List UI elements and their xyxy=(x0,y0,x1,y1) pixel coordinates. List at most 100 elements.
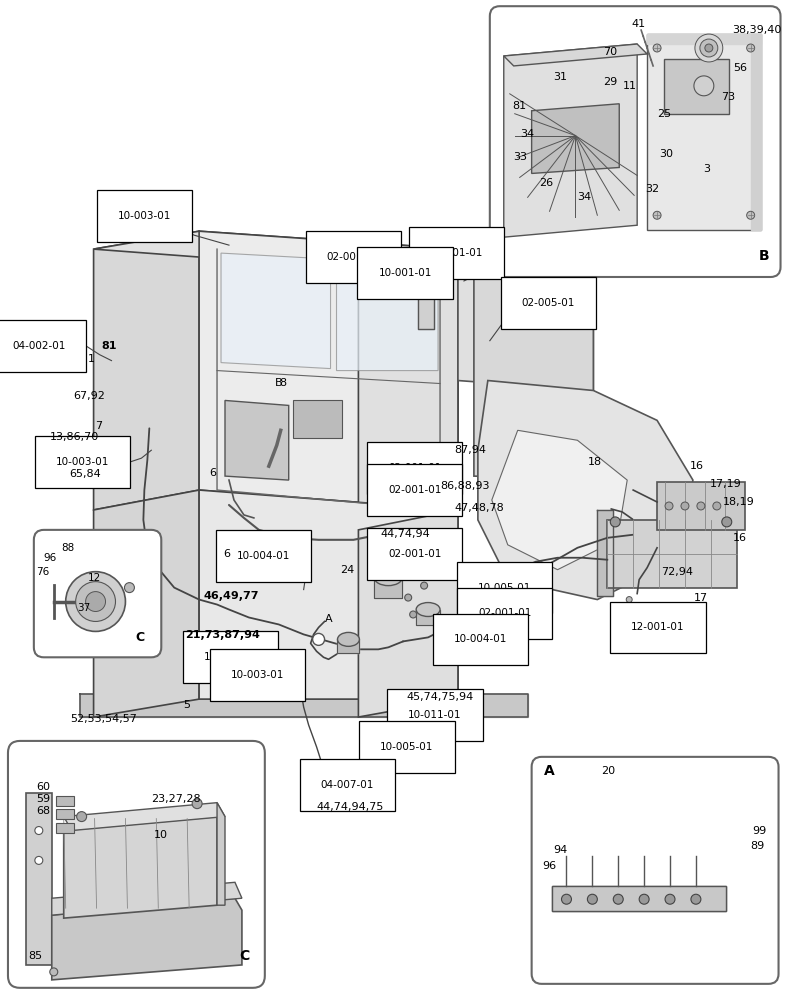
Text: 52,53,54,57: 52,53,54,57 xyxy=(70,714,136,724)
Circle shape xyxy=(639,894,649,904)
Circle shape xyxy=(626,597,632,603)
Text: 56: 56 xyxy=(733,63,747,73)
Text: 29: 29 xyxy=(604,77,618,87)
FancyBboxPatch shape xyxy=(55,796,74,806)
Circle shape xyxy=(681,502,689,510)
Text: 10-005-01: 10-005-01 xyxy=(380,742,434,752)
Circle shape xyxy=(405,594,412,601)
Circle shape xyxy=(722,517,732,527)
Circle shape xyxy=(653,44,661,52)
Text: 65,84: 65,84 xyxy=(70,469,101,479)
Polygon shape xyxy=(199,490,458,699)
Text: 24: 24 xyxy=(341,565,355,575)
Text: 30: 30 xyxy=(659,149,673,159)
Circle shape xyxy=(653,211,661,219)
Polygon shape xyxy=(531,104,619,173)
Circle shape xyxy=(86,592,105,612)
Text: B: B xyxy=(759,249,769,263)
FancyBboxPatch shape xyxy=(55,809,74,819)
Circle shape xyxy=(700,39,718,57)
Text: 10-004-01: 10-004-01 xyxy=(237,551,291,561)
Text: 17,19: 17,19 xyxy=(710,479,741,489)
Ellipse shape xyxy=(337,632,360,646)
Text: 96: 96 xyxy=(44,553,57,563)
Polygon shape xyxy=(93,490,199,717)
Text: 6: 6 xyxy=(209,468,216,478)
Text: 59: 59 xyxy=(36,794,50,804)
Polygon shape xyxy=(647,34,760,44)
Polygon shape xyxy=(504,44,647,66)
Text: 12-001-01: 12-001-01 xyxy=(631,622,685,632)
Text: 67,92: 67,92 xyxy=(74,391,105,401)
Text: 99: 99 xyxy=(752,826,767,836)
Circle shape xyxy=(192,799,202,809)
Text: 33: 33 xyxy=(512,152,527,162)
Polygon shape xyxy=(751,34,760,230)
Text: 26: 26 xyxy=(539,178,554,188)
Text: 13,86,70: 13,86,70 xyxy=(50,432,99,442)
Circle shape xyxy=(35,856,43,864)
Circle shape xyxy=(613,894,623,904)
Text: 10-003-01: 10-003-01 xyxy=(204,652,257,662)
Polygon shape xyxy=(359,510,458,717)
Text: 16: 16 xyxy=(733,533,747,543)
FancyBboxPatch shape xyxy=(489,6,781,277)
Text: 47,48,78: 47,48,78 xyxy=(454,503,504,513)
Text: 68: 68 xyxy=(36,806,50,816)
Circle shape xyxy=(747,44,755,52)
Text: 94: 94 xyxy=(554,845,568,855)
Text: 41: 41 xyxy=(631,19,645,29)
Text: 02-005-01: 02-005-01 xyxy=(522,298,575,308)
Text: 81: 81 xyxy=(512,101,527,111)
FancyBboxPatch shape xyxy=(531,757,779,984)
Text: 3: 3 xyxy=(703,164,710,174)
Polygon shape xyxy=(217,803,225,905)
Text: 85: 85 xyxy=(28,951,42,961)
Text: 70: 70 xyxy=(604,47,618,57)
Text: B: B xyxy=(275,378,283,388)
Polygon shape xyxy=(337,639,360,653)
Text: 16: 16 xyxy=(690,461,704,471)
Polygon shape xyxy=(647,34,760,230)
Polygon shape xyxy=(478,381,693,600)
Text: 87,94: 87,94 xyxy=(454,445,486,455)
Circle shape xyxy=(747,211,755,219)
Text: 72,94: 72,94 xyxy=(661,567,693,577)
Text: 10-001-01: 10-001-01 xyxy=(379,268,432,278)
Polygon shape xyxy=(225,400,289,480)
FancyBboxPatch shape xyxy=(55,823,74,833)
Polygon shape xyxy=(416,610,440,625)
Text: 8: 8 xyxy=(279,378,286,388)
Text: 10-003-01: 10-003-01 xyxy=(55,457,109,467)
Polygon shape xyxy=(26,793,70,965)
FancyBboxPatch shape xyxy=(664,59,729,114)
Text: 02-001-01: 02-001-01 xyxy=(388,485,442,495)
Polygon shape xyxy=(551,886,725,911)
Ellipse shape xyxy=(416,603,440,616)
Circle shape xyxy=(665,894,675,904)
Text: 81: 81 xyxy=(101,341,117,351)
Polygon shape xyxy=(474,269,593,480)
Polygon shape xyxy=(51,898,242,980)
Text: 34: 34 xyxy=(520,129,534,139)
Text: 12: 12 xyxy=(88,573,101,583)
Text: 46,49,77: 46,49,77 xyxy=(203,591,259,601)
Circle shape xyxy=(76,582,116,621)
Circle shape xyxy=(77,812,86,822)
Circle shape xyxy=(624,612,630,618)
Text: 7: 7 xyxy=(96,421,103,431)
Polygon shape xyxy=(337,253,438,371)
Text: 02-001-01: 02-001-01 xyxy=(388,549,442,559)
Text: 18,19: 18,19 xyxy=(723,497,755,507)
Polygon shape xyxy=(597,510,613,596)
Circle shape xyxy=(697,502,705,510)
Polygon shape xyxy=(221,253,330,369)
Text: C: C xyxy=(239,949,249,963)
Text: 5: 5 xyxy=(183,700,190,710)
Circle shape xyxy=(695,34,723,62)
Text: 02-001-01: 02-001-01 xyxy=(388,463,442,473)
FancyBboxPatch shape xyxy=(293,400,342,438)
Text: 10-004-01: 10-004-01 xyxy=(454,634,508,644)
Text: C: C xyxy=(135,631,144,644)
Polygon shape xyxy=(63,817,217,918)
